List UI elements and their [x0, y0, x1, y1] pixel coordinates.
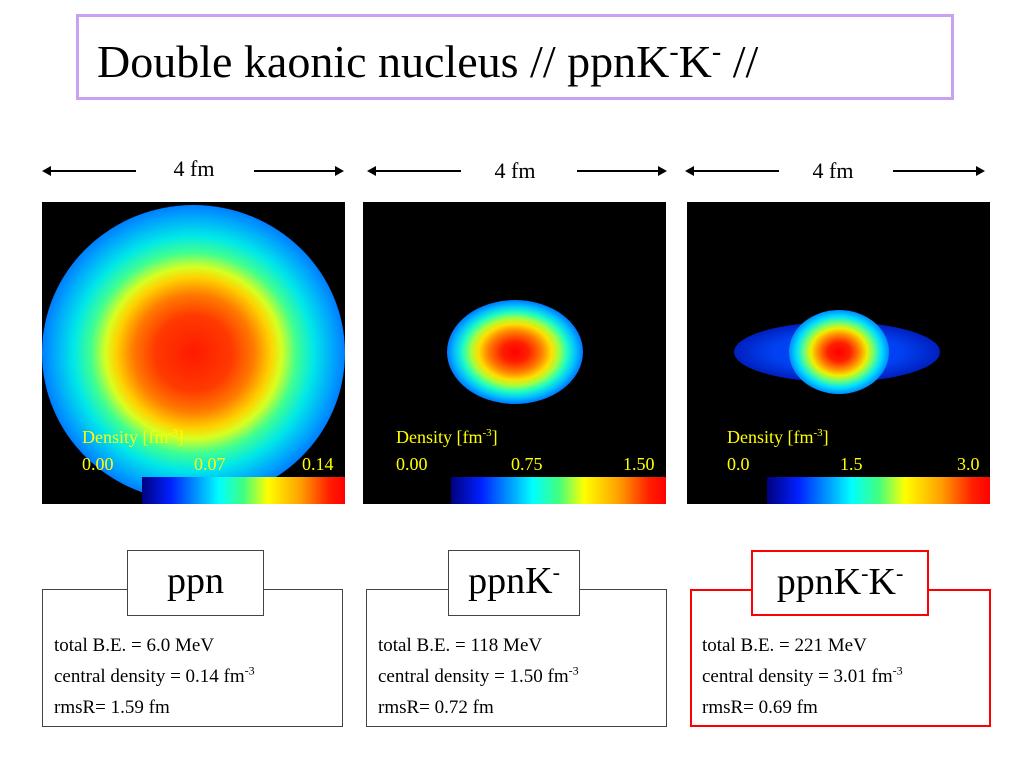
colorbar-tick: 0.14 [302, 454, 334, 474]
scale-indicator-2: 4 fm [365, 156, 667, 186]
colorbar-tick: 0.00 [396, 454, 428, 474]
scale-arrow-right [254, 166, 344, 176]
colorbar-ticks: 0.0 1.5 3.0 [687, 454, 990, 474]
scale-arrow-left [367, 166, 461, 176]
density-distribution [447, 300, 583, 404]
rms-radius: rmsR= 0.72 fm [378, 697, 494, 718]
scale-indicator-3: 4 fm [683, 156, 985, 186]
density-map-ppn: Density [fm-3] 0.00 0.07 0.14 [42, 202, 345, 504]
colorbar-title: Density [fm-3] [727, 427, 829, 447]
info-text: total B.E. = 6.0 MeV central density = 0… [54, 630, 255, 723]
scale-arrow-right [893, 166, 985, 176]
density-distribution-core [789, 310, 889, 394]
system-label-ppn: ppn [127, 550, 264, 616]
title-box: Double kaonic nucleus // ppnK-K- // [76, 14, 954, 100]
central-density: central density = 0.14 fm-3 [54, 663, 255, 687]
system-label-ppnk: ppnK- [448, 550, 580, 616]
central-density: central density = 3.01 fm-3 [702, 663, 903, 687]
system-label-ppnkk: ppnK-K- [751, 550, 929, 616]
scale-arrow-left [685, 166, 779, 176]
scale-indicator-1: 4 fm [42, 156, 344, 186]
colorbar-tick: 0.00 [82, 454, 114, 474]
scale-label: 4 fm [494, 158, 536, 183]
colorbar-tick: 1.50 [623, 454, 655, 474]
colorbar [451, 477, 666, 504]
colorbar-title: Density [fm-3] [82, 427, 184, 447]
rms-radius: rmsR= 1.59 fm [54, 697, 170, 718]
binding-energy: total B.E. = 6.0 MeV [54, 635, 215, 656]
title-main: Double kaonic nucleus // ppnK [97, 36, 670, 87]
title-sup-2: - [711, 36, 722, 68]
density-map-ppnk: Density [fm-3] 0.00 0.75 1.50 [363, 202, 666, 504]
title-end: // [721, 36, 759, 87]
title-mid: K [678, 36, 712, 87]
info-text: total B.E. = 118 MeV central density = 1… [378, 630, 579, 723]
central-density: central density = 1.50 fm-3 [378, 663, 579, 687]
colorbar-tick: 1.5 [840, 454, 863, 474]
scale-arrow-right [577, 166, 667, 176]
rms-radius: rmsR= 0.69 fm [702, 697, 818, 718]
colorbar-ticks: 0.00 0.75 1.50 [363, 454, 666, 474]
info-text: total B.E. = 221 MeV central density = 3… [702, 630, 903, 723]
colorbar [767, 477, 990, 504]
colorbar-tick: 0.0 [727, 454, 750, 474]
binding-energy: total B.E. = 221 MeV [702, 635, 867, 656]
scale-label: 4 fm [812, 158, 854, 183]
slide-title: Double kaonic nucleus // ppnK-K- // [97, 37, 758, 87]
colorbar-tick: 0.75 [511, 454, 543, 474]
binding-energy: total B.E. = 118 MeV [378, 635, 543, 656]
colorbar-title: Density [fm-3] [396, 427, 498, 447]
scale-arrow-left [42, 166, 136, 176]
colorbar-tick: 3.0 [957, 454, 980, 474]
scale-label: 4 fm [173, 156, 215, 181]
density-distribution [42, 205, 345, 501]
title-sup-1: - [669, 36, 679, 68]
info-box-ppn: total B.E. = 6.0 MeV central density = 0… [42, 589, 343, 727]
colorbar [142, 477, 345, 504]
colorbar-tick: 0.07 [194, 454, 226, 474]
colorbar-ticks: 0.00 0.07 0.14 [42, 454, 345, 474]
density-map-ppnkk: Density [fm-3] 0.0 1.5 3.0 [687, 202, 990, 504]
